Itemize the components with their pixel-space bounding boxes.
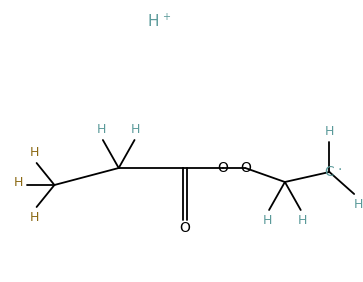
Text: H: H: [131, 123, 140, 136]
Text: H: H: [97, 123, 107, 136]
Text: H: H: [30, 146, 39, 159]
Text: H: H: [354, 198, 363, 211]
Text: +: +: [162, 12, 170, 22]
Text: C: C: [325, 165, 334, 179]
Text: ·: ·: [337, 163, 342, 177]
Text: H: H: [298, 214, 307, 227]
Text: H: H: [13, 177, 23, 190]
Text: O: O: [180, 221, 191, 235]
Text: H: H: [325, 125, 334, 138]
Text: O: O: [217, 161, 228, 175]
Text: H: H: [30, 211, 39, 224]
Text: O: O: [240, 161, 251, 175]
Text: H: H: [148, 14, 159, 30]
Text: H: H: [262, 214, 272, 227]
